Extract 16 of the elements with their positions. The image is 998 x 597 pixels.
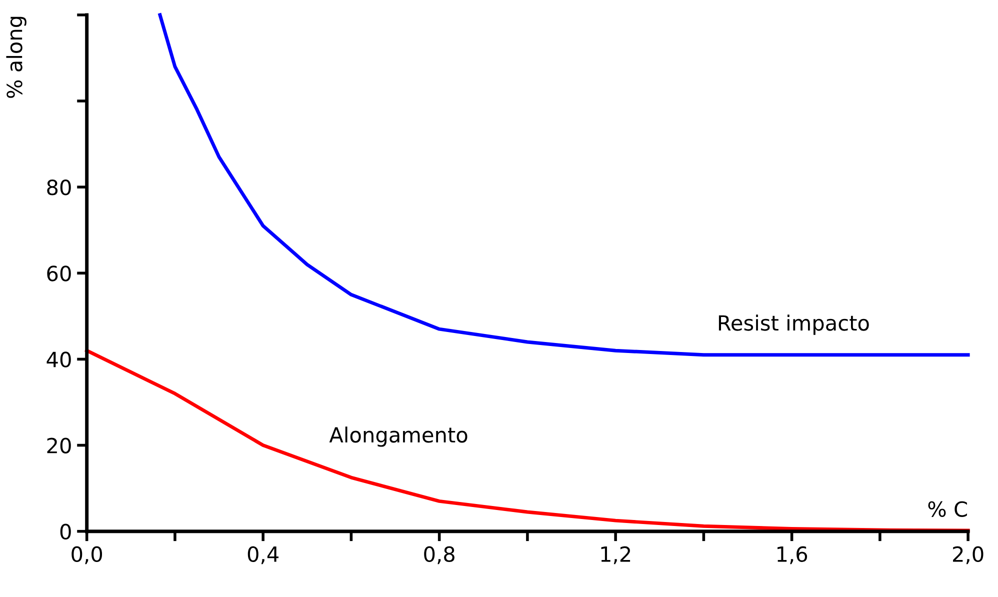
x-axis-title: % C (928, 501, 967, 517)
x-tick-label: 0,8 (424, 546, 454, 564)
x-tick-label: 1,6 (778, 546, 808, 564)
x-tick-label: 2,0 (953, 546, 984, 564)
x-tick-label: 0,4 (248, 546, 278, 564)
x-tick-label: 0,0 (72, 546, 102, 564)
line-series (158, 13, 970, 357)
series-label: Alongamento (329, 426, 468, 447)
y-tick-label: 0 (60, 524, 71, 540)
y-axis-title: % along (6, 16, 26, 98)
y-tick-label: 60 (47, 266, 71, 282)
y-tick-label: 40 (46, 352, 71, 368)
x-tick-label: 1,2 (601, 546, 630, 564)
series-label: Resist impacto (718, 314, 869, 335)
y-tick-label: 20 (47, 438, 71, 454)
y-tick-label: 80 (47, 180, 71, 196)
